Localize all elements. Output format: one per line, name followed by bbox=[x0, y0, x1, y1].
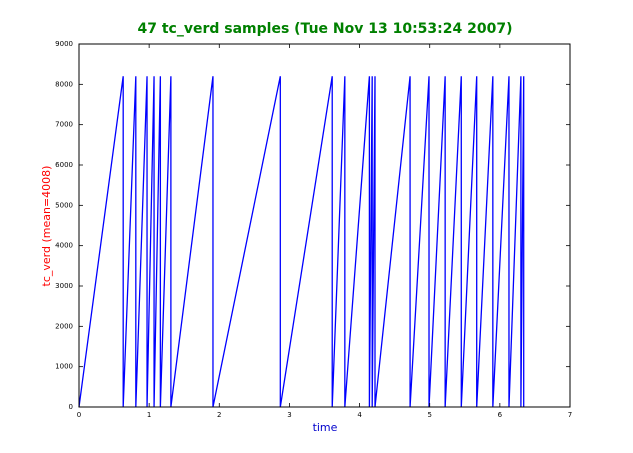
x-tick-label: 6 bbox=[498, 411, 503, 419]
y-tick-label: 1000 bbox=[55, 363, 73, 371]
chart-title: 47 tc_verd samples (Tue Nov 13 10:53:24 … bbox=[138, 21, 513, 37]
x-tick-label: 2 bbox=[217, 411, 221, 419]
y-tick-label: 6000 bbox=[55, 161, 73, 169]
x-tick-label: 7 bbox=[568, 411, 572, 419]
x-tick-label: 1 bbox=[147, 411, 151, 419]
y-tick-label: 4000 bbox=[55, 242, 73, 250]
y-tick-label: 8000 bbox=[55, 80, 73, 88]
y-axis-label: tc_verd (mean=4008) bbox=[40, 166, 53, 287]
y-tick-label: 9000 bbox=[55, 40, 73, 48]
plot-frame bbox=[78, 43, 571, 408]
x-tick-label: 4 bbox=[357, 411, 362, 419]
x-tick-label: 5 bbox=[427, 411, 431, 419]
y-tick-label: 7000 bbox=[55, 121, 73, 129]
x-axis-label: time bbox=[313, 421, 338, 434]
y-tick-label: 2000 bbox=[55, 322, 73, 330]
y-tick-label: 3000 bbox=[55, 282, 73, 290]
x-tick-label: 3 bbox=[287, 411, 291, 419]
y-tick-label: 5000 bbox=[55, 201, 73, 209]
y-tick-label: 0 bbox=[69, 403, 73, 411]
x-tick-label: 0 bbox=[77, 411, 81, 419]
